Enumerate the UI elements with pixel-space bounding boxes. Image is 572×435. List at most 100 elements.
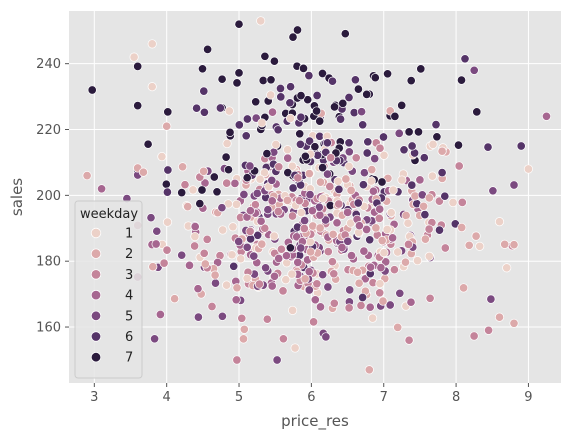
data-point (260, 51, 270, 61)
data-point (133, 101, 143, 111)
data-point (403, 218, 413, 228)
data-point (306, 247, 316, 257)
data-point (389, 265, 399, 275)
data-point (416, 64, 426, 74)
data-point (336, 114, 346, 124)
data-point (350, 75, 360, 85)
data-point (288, 305, 298, 315)
data-point (199, 86, 209, 96)
data-point (344, 92, 354, 103)
data-point (382, 224, 392, 235)
data-point (278, 334, 288, 344)
data-point (371, 223, 381, 233)
data-point (304, 285, 314, 295)
data-point (460, 54, 470, 64)
data-point (241, 131, 251, 141)
legend-marker (90, 331, 102, 342)
data-point (383, 69, 393, 79)
data-point (195, 199, 205, 209)
data-point (329, 269, 339, 279)
data-point (82, 171, 92, 181)
data-point (368, 186, 378, 196)
data-point (283, 153, 293, 163)
data-point (293, 257, 303, 267)
data-point (224, 106, 234, 116)
data-point (215, 103, 225, 113)
data-point (159, 258, 169, 268)
data-point (358, 120, 368, 130)
data-point (222, 178, 232, 188)
data-point (293, 173, 303, 183)
data-point (424, 251, 434, 261)
legend-marker (90, 269, 102, 280)
data-point (305, 136, 315, 146)
data-point (274, 253, 284, 264)
data-point (412, 256, 423, 266)
data-point (180, 180, 190, 190)
data-point (197, 64, 208, 74)
data-point (212, 187, 222, 197)
data-point (420, 234, 430, 244)
data-point (523, 164, 533, 174)
data-point (327, 257, 337, 267)
data-point (397, 175, 407, 185)
data-point (285, 243, 295, 253)
data-point (239, 189, 249, 200)
data-point (295, 129, 305, 139)
data-point (315, 223, 325, 233)
data-point (516, 141, 526, 151)
legend-marker (90, 352, 102, 363)
y-tick-label: 240 (36, 57, 61, 72)
data-point (345, 285, 355, 295)
data-point (453, 140, 464, 150)
data-point (221, 152, 231, 162)
data-point (197, 185, 207, 195)
data-point (234, 68, 244, 78)
data-point (318, 163, 328, 173)
legend-label: 4 (125, 289, 133, 304)
data-point (541, 111, 552, 121)
x-axis-ticks: 3 4 5 6 7 8 9 (90, 383, 533, 405)
data-point (375, 143, 385, 153)
data-point (434, 225, 445, 235)
data-point (234, 120, 244, 130)
data-point (138, 167, 148, 177)
data-point (326, 153, 336, 163)
data-point (245, 226, 255, 236)
data-point (287, 269, 297, 279)
data-point (356, 300, 366, 311)
data-point (304, 267, 314, 277)
data-point (228, 222, 238, 232)
data-point (292, 232, 302, 242)
data-point (366, 262, 376, 272)
data-point (344, 161, 354, 171)
data-point (494, 312, 505, 322)
legend-title: weekday (80, 207, 138, 222)
legend-label: 7 (125, 351, 133, 366)
data-point (370, 154, 380, 164)
data-point (285, 98, 295, 108)
data-point (305, 237, 315, 247)
data-point (199, 107, 209, 117)
data-point (217, 311, 227, 321)
data-point (281, 275, 291, 285)
data-point (353, 84, 363, 94)
data-point (267, 281, 277, 291)
data-point (394, 128, 404, 138)
data-point (404, 127, 414, 137)
data-point (375, 279, 385, 289)
data-point (334, 199, 344, 209)
data-point (210, 278, 221, 288)
data-point (188, 185, 198, 195)
data-point (454, 161, 464, 171)
data-point (378, 296, 388, 306)
data-point (323, 247, 333, 257)
data-point (170, 294, 180, 304)
data-point (343, 207, 353, 217)
data-point (377, 177, 387, 187)
data-point (278, 286, 288, 296)
data-point (234, 236, 244, 247)
data-point (183, 202, 193, 212)
data-point (299, 223, 309, 234)
data-point (152, 226, 162, 236)
